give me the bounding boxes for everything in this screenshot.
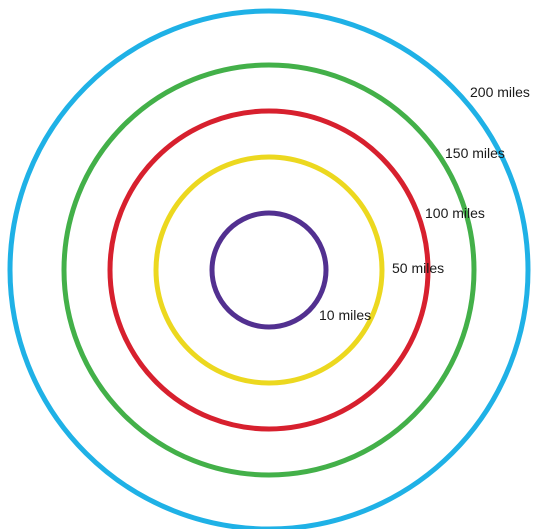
ring-150-miles [61, 62, 477, 478]
ring-200-miles [7, 8, 531, 529]
ring-label-150-miles: 150 miles [445, 145, 505, 161]
ring-100-miles [107, 108, 431, 432]
ring-label-10-miles: 10 miles [319, 307, 371, 323]
ring-label-200-miles: 200 miles [470, 84, 530, 100]
ring-10-miles [209, 210, 329, 330]
ring-label-100-miles: 100 miles [425, 205, 485, 221]
ring-label-50-miles: 50 miles [392, 260, 444, 276]
ring-50-miles [153, 154, 385, 386]
